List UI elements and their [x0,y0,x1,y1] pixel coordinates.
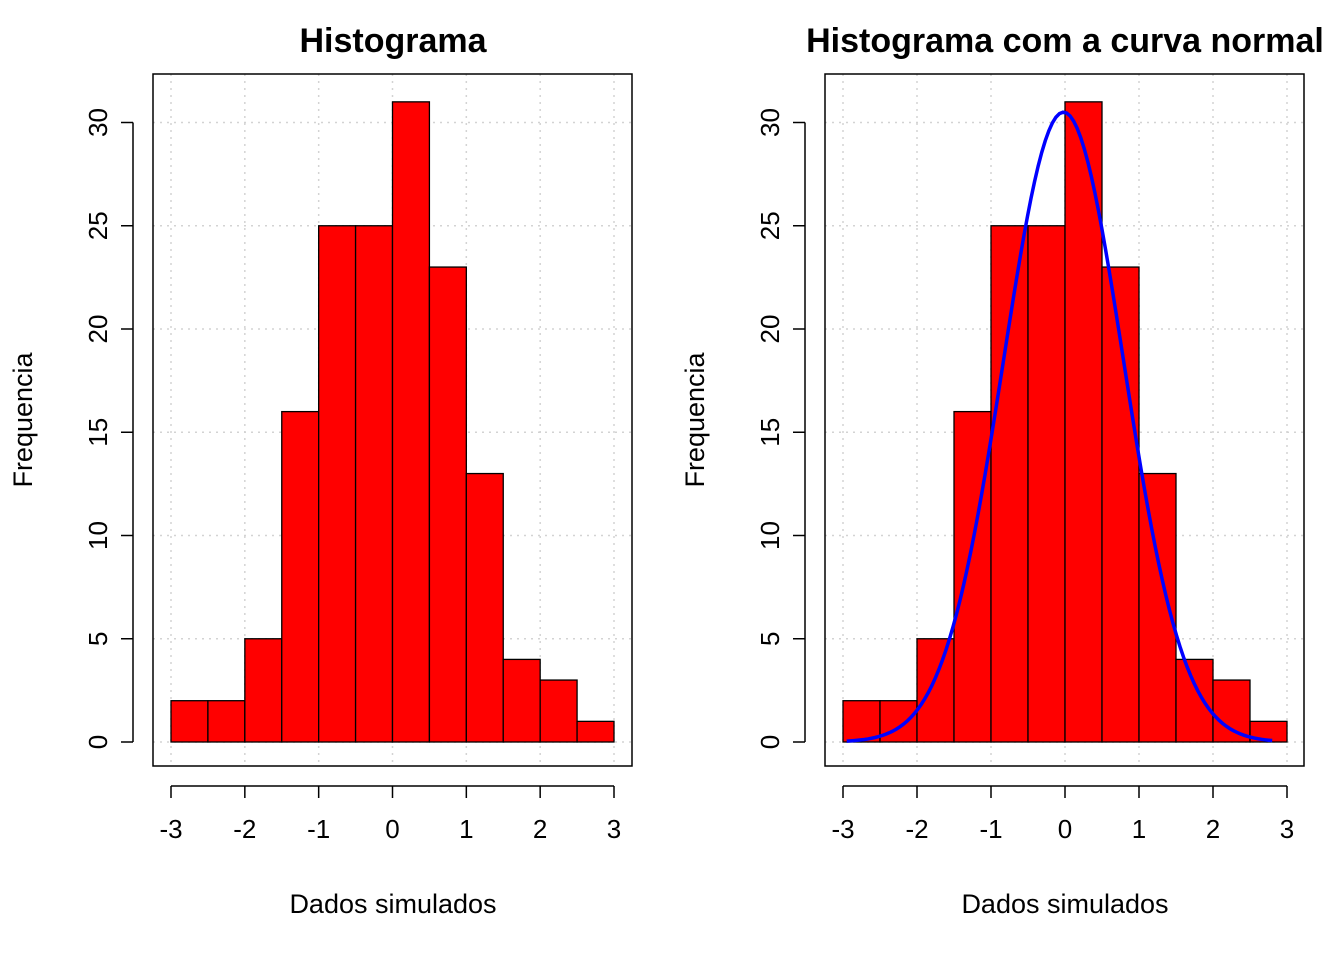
y-tick-label: 25 [83,211,113,240]
y-tick-label: 30 [755,108,785,137]
histogram-bar [354,225,394,743]
histogram-bar [502,658,541,743]
histogram-bar [916,638,955,743]
histogram-bar [207,700,246,743]
histogram-bar [842,700,881,743]
histogram-bar [170,700,209,743]
x-tick-label: -3 [159,814,182,844]
histogram-bar [244,638,283,743]
y-tick-label: 15 [755,418,785,447]
x-tick-label: -2 [233,814,256,844]
histogram-bar [391,101,431,743]
histogram-bar [1249,720,1288,743]
plot-frame [152,73,633,767]
y-tick-label: 30 [83,108,113,137]
normal-curve-line [846,110,1273,743]
y-tick-label: 25 [755,211,785,240]
y-tick-label: 0 [83,735,113,749]
x-tick-label: 3 [607,814,621,844]
chart-title: Histograma [299,22,487,60]
x-axis-label: Dados simulados [961,889,1168,919]
chart-title: Histograma com a curva normal [806,22,1324,60]
y-tick-label: 15 [83,418,113,447]
histogram-bar [1212,679,1251,743]
histogram-bar [465,472,504,743]
x-tick-label: 2 [533,814,547,844]
y-tick-label: 5 [83,632,113,646]
histogram-bar [1064,101,1103,743]
x-tick-label: 2 [1206,814,1220,844]
x-tick-label: -2 [905,814,928,844]
histogram-bar [428,266,467,743]
histogram-bar [990,225,1029,743]
y-tick-label: 10 [83,521,113,550]
x-axis-label: Dados simulados [289,889,496,919]
x-tick-label: 3 [1280,814,1294,844]
y-axis-label: Frequencia [680,351,710,487]
plot-frame [824,73,1305,767]
x-tick-label: -3 [831,814,854,844]
histogram-bar [576,720,615,743]
histogram-bar [1175,658,1214,743]
x-tick-label: 0 [1058,814,1072,844]
histogram-bar [1027,225,1066,743]
histogram-bar [953,410,992,743]
y-tick-label: 20 [83,315,113,344]
y-tick-label: 5 [755,632,785,646]
y-tick-label: 20 [755,315,785,344]
x-tick-label: -1 [979,814,1002,844]
x-tick-label: -1 [307,814,330,844]
x-tick-label: 1 [1132,814,1146,844]
histogram-bar [318,225,357,743]
y-axis-label: Frequencia [8,351,38,487]
x-tick-label: 1 [459,814,473,844]
histogram-bar [281,410,320,743]
y-tick-label: 0 [755,735,785,749]
histogram-bar [539,679,578,743]
y-tick-label: 10 [755,521,785,550]
x-tick-label: 0 [385,814,399,844]
